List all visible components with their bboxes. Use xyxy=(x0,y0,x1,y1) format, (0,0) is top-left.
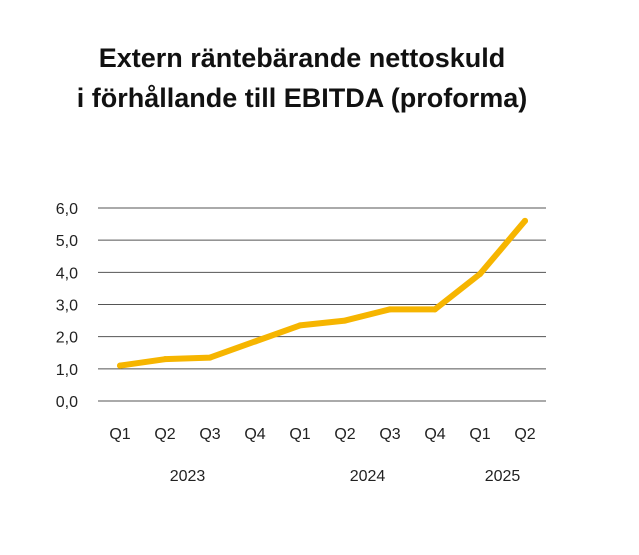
series-group xyxy=(117,217,528,369)
data-point xyxy=(432,306,438,313)
data-point xyxy=(387,306,393,313)
y-axis-ticks: 0,0 1,0 2,0 3,0 4,0 5,0 6,0 xyxy=(56,201,78,411)
year-labels: 2023 2024 2025 xyxy=(170,468,521,485)
gridlines xyxy=(98,207,546,402)
y-tick-label: 4,0 xyxy=(56,265,78,282)
x-tick-label: Q3 xyxy=(199,426,220,443)
data-point xyxy=(522,217,528,224)
chart-title-line-2: i förhållande till EBITDA (proforma) xyxy=(76,83,528,113)
y-tick-label: 0,0 xyxy=(56,394,78,411)
x-tick-label: Q4 xyxy=(244,426,265,443)
data-point xyxy=(207,354,213,361)
y-tick-label: 1,0 xyxy=(56,362,78,379)
data-point xyxy=(162,356,168,363)
data-point xyxy=(297,322,303,329)
x-tick-label: Q1 xyxy=(469,426,490,443)
data-point xyxy=(342,317,348,324)
x-tick-label: Q2 xyxy=(514,426,535,443)
y-tick-label: 6,0 xyxy=(56,201,78,218)
data-point xyxy=(117,362,123,369)
data-point xyxy=(252,338,258,345)
chart-title: Extern räntebärande nettoskuld i förhåll… xyxy=(0,38,604,118)
y-tick-label: 5,0 xyxy=(56,233,78,250)
year-label: 2025 xyxy=(485,468,521,485)
x-tick-label: Q1 xyxy=(109,426,130,443)
year-label: 2024 xyxy=(350,468,386,485)
series-line-0 xyxy=(117,217,528,369)
x-tick-label: Q2 xyxy=(334,426,355,443)
x-tick-label: Q1 xyxy=(289,426,310,443)
data-point xyxy=(477,270,483,277)
x-axis-ticks: Q1 Q2 Q3 Q4 Q1 Q2 Q3 Q4 Q1 Q2 xyxy=(109,426,535,443)
x-tick-label: Q4 xyxy=(424,426,445,443)
year-label: 2023 xyxy=(170,468,206,485)
x-tick-label: Q3 xyxy=(379,426,400,443)
y-tick-label: 2,0 xyxy=(56,330,78,347)
y-tick-label: 3,0 xyxy=(56,298,78,315)
x-tick-label: Q2 xyxy=(154,426,175,443)
chart-title-line-1: Extern räntebärande nettoskuld xyxy=(98,43,506,73)
